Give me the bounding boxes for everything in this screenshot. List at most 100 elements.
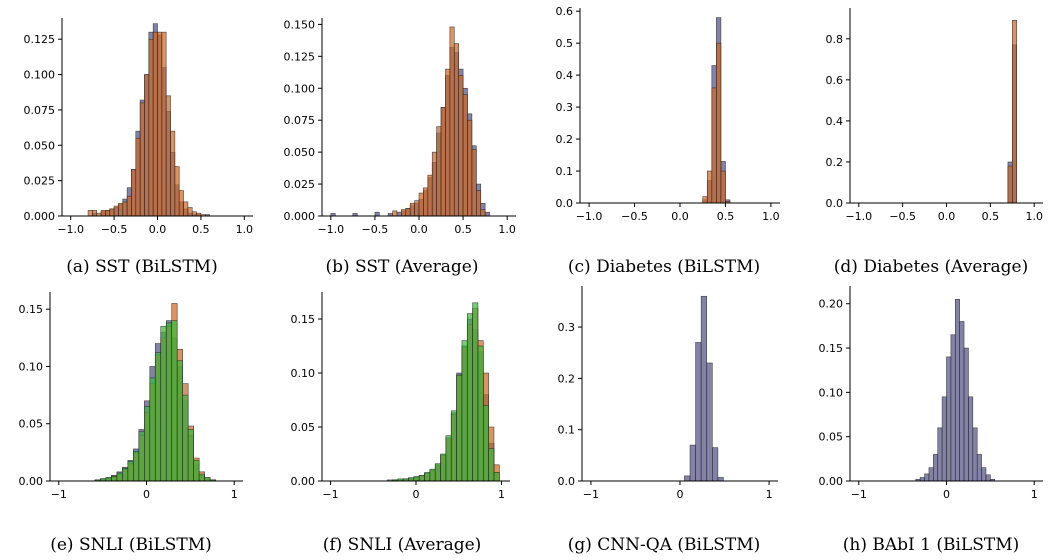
y-tick-label: 0.125: [24, 33, 56, 46]
bar-purple-12: [963, 347, 969, 482]
panel-caption: (h) BAbI 1 (BiLSTM): [843, 535, 1019, 555]
y-tick-label: 0.050: [284, 146, 316, 159]
x-tick-label: 1.0: [236, 223, 254, 236]
y-tick-label: 0.8: [826, 33, 844, 46]
bar-green-10: [429, 468, 436, 482]
bar-green-17: [176, 360, 183, 482]
bar-green-8: [127, 461, 134, 482]
y-tick-label: 0.05: [819, 431, 844, 444]
bar-orange-22: [423, 187, 429, 217]
y-tick-label: 0.10: [19, 360, 44, 373]
y-tick-label: 0.100: [24, 69, 56, 82]
bar-orange-18: [405, 208, 411, 217]
bar-green-15: [456, 374, 463, 482]
x-tick-label: 0.0: [410, 223, 428, 236]
bar-purple-14: [972, 427, 978, 482]
bar-purple-3: [695, 342, 702, 482]
y-tick-label: 0.2: [826, 156, 844, 169]
bar-purple-2: [689, 444, 696, 482]
bar-orange-27: [445, 68, 451, 217]
x-tick-label: 0.0: [938, 210, 956, 223]
y-tick-label: 0.15: [19, 303, 44, 316]
bar-green-19: [477, 345, 484, 482]
bar-orange-23: [183, 201, 189, 217]
bar-green-21: [488, 448, 495, 482]
bar-orange-23: [427, 174, 433, 217]
histogram-panel-6: −1 0 1 0.00 0.05 0.10 0.15 (f) SNLI (Average): [291, 292, 510, 555]
bar-green-14: [160, 326, 167, 482]
y-tick-label: 0.10: [291, 367, 316, 380]
bar-orange-9: [122, 201, 128, 217]
bar-orange-4: [100, 210, 106, 217]
y-tick-label: 0.125: [284, 50, 316, 63]
bar-green-10: [138, 431, 145, 482]
bar-green-15: [165, 322, 173, 482]
bar-orange-30: [458, 75, 464, 217]
bar-orange-4: [716, 42, 722, 204]
bar-orange-17: [157, 31, 163, 217]
bar-purple-8: [946, 356, 952, 482]
y-tick-label: 0.150: [284, 18, 316, 31]
bar-green-13: [154, 352, 162, 482]
y-tick-label: 0.3: [558, 321, 576, 334]
bar-orange-1: [1007, 165, 1013, 204]
panel-caption: (a) SST (BiLSTM): [66, 257, 217, 277]
bar-purple-15: [976, 454, 982, 482]
bar-green-12: [149, 377, 156, 482]
bar-orange-33: [471, 149, 477, 217]
bar-orange-2: [706, 170, 713, 204]
bar-orange-18: [161, 31, 167, 217]
x-tick-label: −0.5: [889, 210, 916, 223]
y-tick-label: 0.4: [556, 69, 574, 82]
y-tick-label: 0.1: [556, 165, 574, 178]
bar-green-12: [440, 453, 447, 482]
bar-green-11: [144, 406, 151, 482]
bar-orange-34: [476, 190, 482, 217]
x-tick-label: −1.0: [576, 210, 603, 223]
x-tick-label: 0.0: [149, 223, 167, 236]
x-tick-label: 0: [413, 488, 420, 501]
bar-green-18: [182, 394, 189, 482]
y-tick-label: 0.3: [556, 101, 574, 114]
bar-orange-11: [131, 169, 137, 217]
bar-purple-16: [981, 467, 987, 482]
bar-orange-16: [152, 31, 158, 217]
bar-orange-19: [409, 202, 415, 217]
histogram-panel-4: −1.0 −0.5 0.0 0.5 1.0 0.0 0.2 0.4 0.6 0.8 (d) Diab…: [826, 8, 1043, 277]
bar-green-9: [133, 450, 140, 482]
bar-orange-21: [174, 166, 180, 217]
bar-orange-25: [191, 211, 197, 217]
bar-orange-20: [414, 200, 420, 217]
bar-orange-2: [92, 210, 98, 217]
bar-purple-13: [968, 396, 974, 482]
bar-purple-10: [954, 298, 960, 482]
panel-caption: (g) CNN-QA (BiLSTM): [568, 535, 761, 555]
x-tick-label: −0.5: [621, 210, 648, 223]
bar-orange-5: [720, 170, 726, 204]
bar-orange-31: [462, 94, 468, 217]
y-tick-label: 0.0: [826, 197, 844, 210]
bar-green-9: [424, 472, 431, 482]
bar-purple-11: [374, 211, 380, 217]
x-tick-label: −1.0: [57, 223, 84, 236]
y-tick-label: 0.000: [284, 210, 316, 223]
bar-green-16: [461, 340, 468, 482]
y-tick-label: 0.0: [556, 197, 574, 210]
bar-purple-11: [959, 321, 965, 482]
x-tick-label: −1: [583, 488, 599, 501]
bar-purple-16: [396, 211, 402, 217]
bar-green-14: [450, 410, 457, 482]
x-tick-label: 0.5: [454, 223, 472, 236]
bar-orange-3: [711, 87, 717, 204]
bar-purple-5: [706, 362, 713, 482]
y-tick-label: 0.025: [284, 178, 316, 191]
x-tick-label: 0: [943, 488, 950, 501]
panel-caption: (c) Diabetes (BiLSTM): [568, 257, 760, 277]
bar-orange-7: [113, 205, 119, 217]
y-tick-label: 0.15: [819, 342, 844, 355]
y-tick-label: 0.6: [826, 74, 844, 87]
bar-orange-24: [431, 151, 437, 217]
bar-orange-28: [449, 26, 455, 217]
bar-orange-15: [148, 38, 154, 217]
